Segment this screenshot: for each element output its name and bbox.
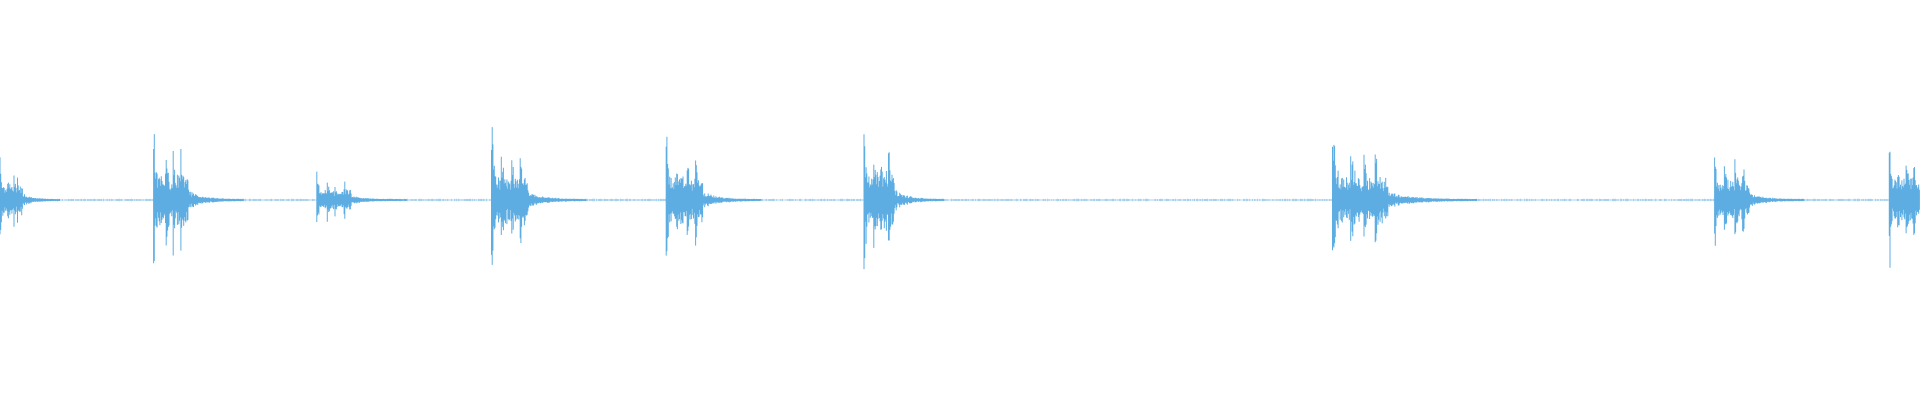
audio-burst bbox=[1888, 151, 1920, 268]
audio-burst bbox=[1332, 144, 1478, 251]
audio-burst bbox=[665, 136, 762, 256]
audio-burst bbox=[863, 134, 945, 270]
baseline bbox=[0, 198, 1920, 202]
audio-burst bbox=[1714, 157, 1805, 246]
audio-burst bbox=[0, 157, 60, 235]
audio-burst bbox=[153, 134, 244, 264]
audio-burst bbox=[491, 127, 587, 265]
audio-burst bbox=[316, 171, 407, 222]
